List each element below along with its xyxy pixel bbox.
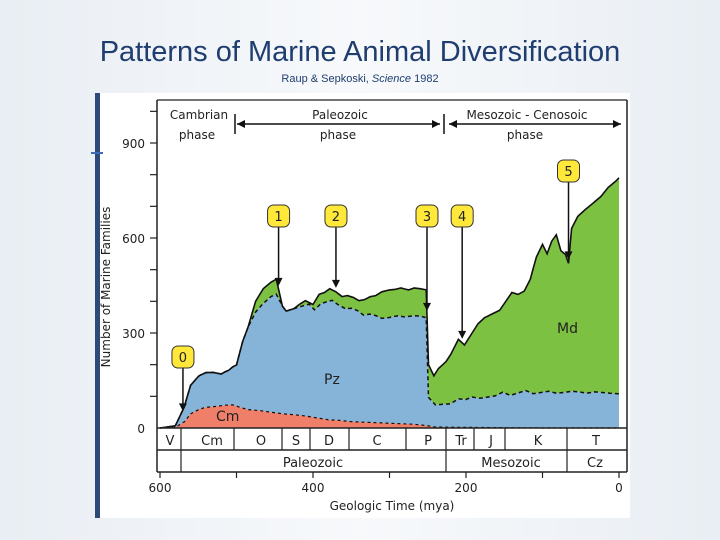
figure-left-strip [95,93,100,518]
period-tr: Tr [454,434,467,449]
period-d: D [324,434,334,449]
slide-citation: Raup & Sepkoski, Science 1982 [0,73,720,85]
slide-title: Patterns of Marine Animal Diversificatio… [99,36,621,68]
y-tick-600: 600 [122,232,145,246]
phase-mesozoic-sub: phase [507,128,543,142]
phase-cambrian-name: Cambrian [170,108,228,122]
y-axis-label: Number of Marine Families [99,207,113,368]
marker-arrowhead [274,277,283,286]
citation-year: 1982 [411,73,439,85]
x-tick-600: 600 [149,481,172,495]
period-s: S [292,434,300,449]
period-t: T [591,434,600,449]
line-total [159,177,620,429]
area-label-pz: Pz [324,372,340,388]
marker-badge [557,159,581,183]
marker-arrowhead [458,330,467,339]
area-modern [160,177,619,428]
period-o: O [256,434,266,449]
x-tick-400: 400 [302,481,325,495]
area-label-md: Md [557,321,578,337]
period-c: C [372,434,381,449]
phase-arrow-right [432,120,440,128]
citation-authors: Raup & Sepkoski, [281,73,372,85]
area-paleozoic [160,294,619,428]
marker-arrowhead [331,279,340,288]
marker-label-4: 4 [458,210,466,225]
phase-mesozoic-name: Mesozoic - Cenosoic [466,108,587,122]
y-tick-0: 0 [137,422,145,436]
marker-label-2: 2 [332,210,340,225]
marker-layer: 0 1 2 3 4 5 [171,159,581,412]
era-mesozoic: Mesozoic [481,456,540,471]
marker-arrowhead [422,302,431,311]
marker-label-0: 0 [179,351,187,366]
marker-badge [324,204,348,228]
area-cambrian [160,404,619,428]
marker-label-3: 3 [423,210,431,225]
line-paleozoic-top [159,293,620,429]
phase-paleozoic-name: Paleozoic [312,108,368,122]
phase-arrow-left [237,120,245,128]
marker-badge [267,204,291,228]
area-label-cm: Cm [216,409,239,425]
y-tick-900: 900 [122,137,145,151]
marker-badge [415,204,439,228]
period-k: K [534,434,543,449]
period-p: P [424,434,432,449]
citation-journal: Science [371,73,412,85]
marker-badge [171,345,195,369]
marker-label-5: 5 [564,165,572,180]
accent-tick [91,152,103,154]
x-tick-200: 200 [455,481,478,495]
area-layer [159,177,620,429]
era-cenozoic: Cz [587,456,603,471]
y-tick-300: 300 [122,327,145,341]
period-cm: Cm [201,434,223,449]
marker-label-1: 1 [274,210,282,225]
marker-arrowhead [564,251,573,260]
phase-paleozoic-sub: phase [320,128,356,142]
phase-arrow-left [449,120,457,128]
phase-arrow-right [613,120,621,128]
x-axis-label: Geologic Time (mya) [330,499,455,513]
period-j: J [488,434,493,449]
frame-layer [150,99,628,478]
marker-arrowhead [178,403,187,412]
phase-cambrian-sub: phase [179,128,215,142]
era-paleozoic: Paleozoic [283,456,343,471]
marker-badge [450,204,474,228]
period-v: V [166,434,175,449]
x-tick-0: 0 [615,481,623,495]
